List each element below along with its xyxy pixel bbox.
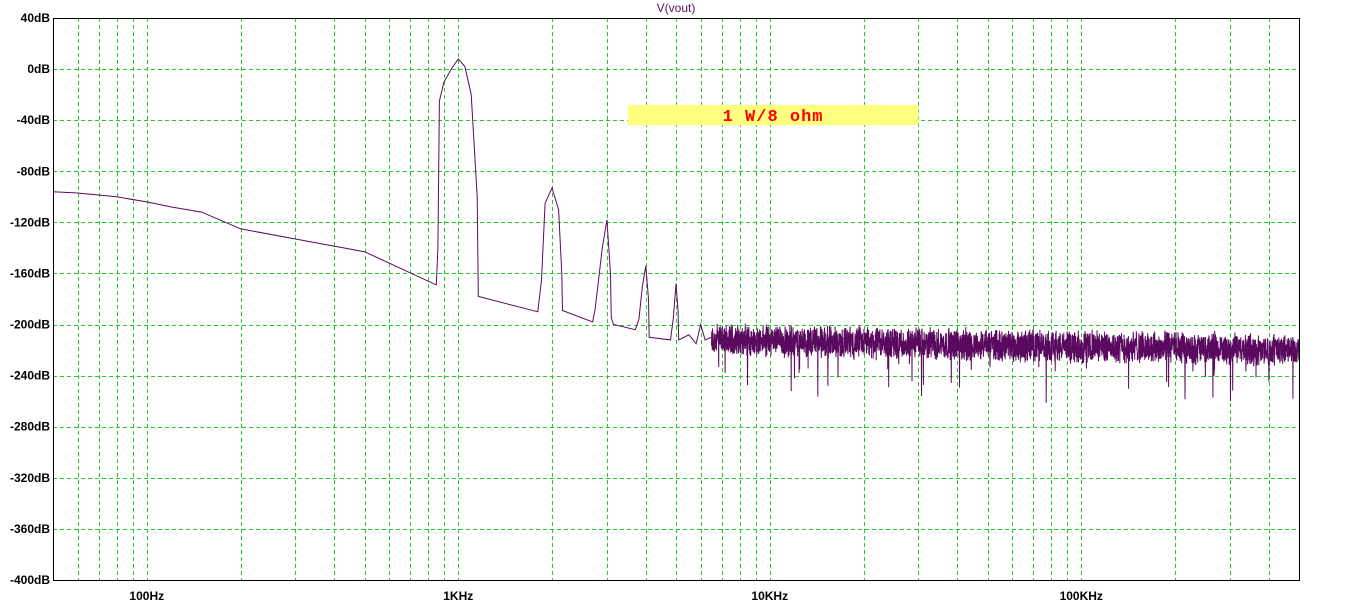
- y-tick-label: -160dB: [10, 266, 50, 280]
- y-tick-label: -40dB: [17, 113, 51, 127]
- y-tick-label: -240dB: [10, 369, 50, 383]
- y-tick-label: -80dB: [17, 164, 51, 178]
- y-tick-label: -400dB: [10, 573, 50, 587]
- x-tick-label: 10KHz: [751, 589, 788, 603]
- x-tick-label: 1KHz: [443, 589, 473, 603]
- y-tick-label: -280dB: [10, 420, 50, 434]
- y-tick-label: 0dB: [27, 62, 50, 76]
- chart-title: V(vout): [657, 1, 696, 15]
- x-tick-label: 100KHz: [1060, 589, 1103, 603]
- annotation: 1 W/8 ohm: [627, 104, 919, 127]
- y-tick-label: 40dB: [21, 11, 51, 25]
- y-axis: 40dB 0dB -40dB -80dB -120dB -160dB -200dB -240d…: [10, 11, 50, 587]
- y-tick-label: -360dB: [10, 522, 50, 536]
- chart-grid: [53, 18, 1299, 581]
- plot-frame: [53, 18, 1300, 581]
- noise-floor-line: [711, 323, 1300, 403]
- y-tick-label: -320dB: [10, 471, 50, 485]
- annotation-text: 1 W/8 ohm: [723, 108, 824, 127]
- series-line: [52, 58, 712, 345]
- x-tick-label: 100Hz: [129, 589, 164, 603]
- y-tick-label: -120dB: [10, 215, 50, 229]
- x-axis: 100Hz 1KHz 10KHz 100KHz: [129, 589, 1103, 603]
- y-tick-label: -200dB: [10, 318, 50, 332]
- chart-traces: [52, 58, 1300, 403]
- annotation-background: [627, 104, 919, 126]
